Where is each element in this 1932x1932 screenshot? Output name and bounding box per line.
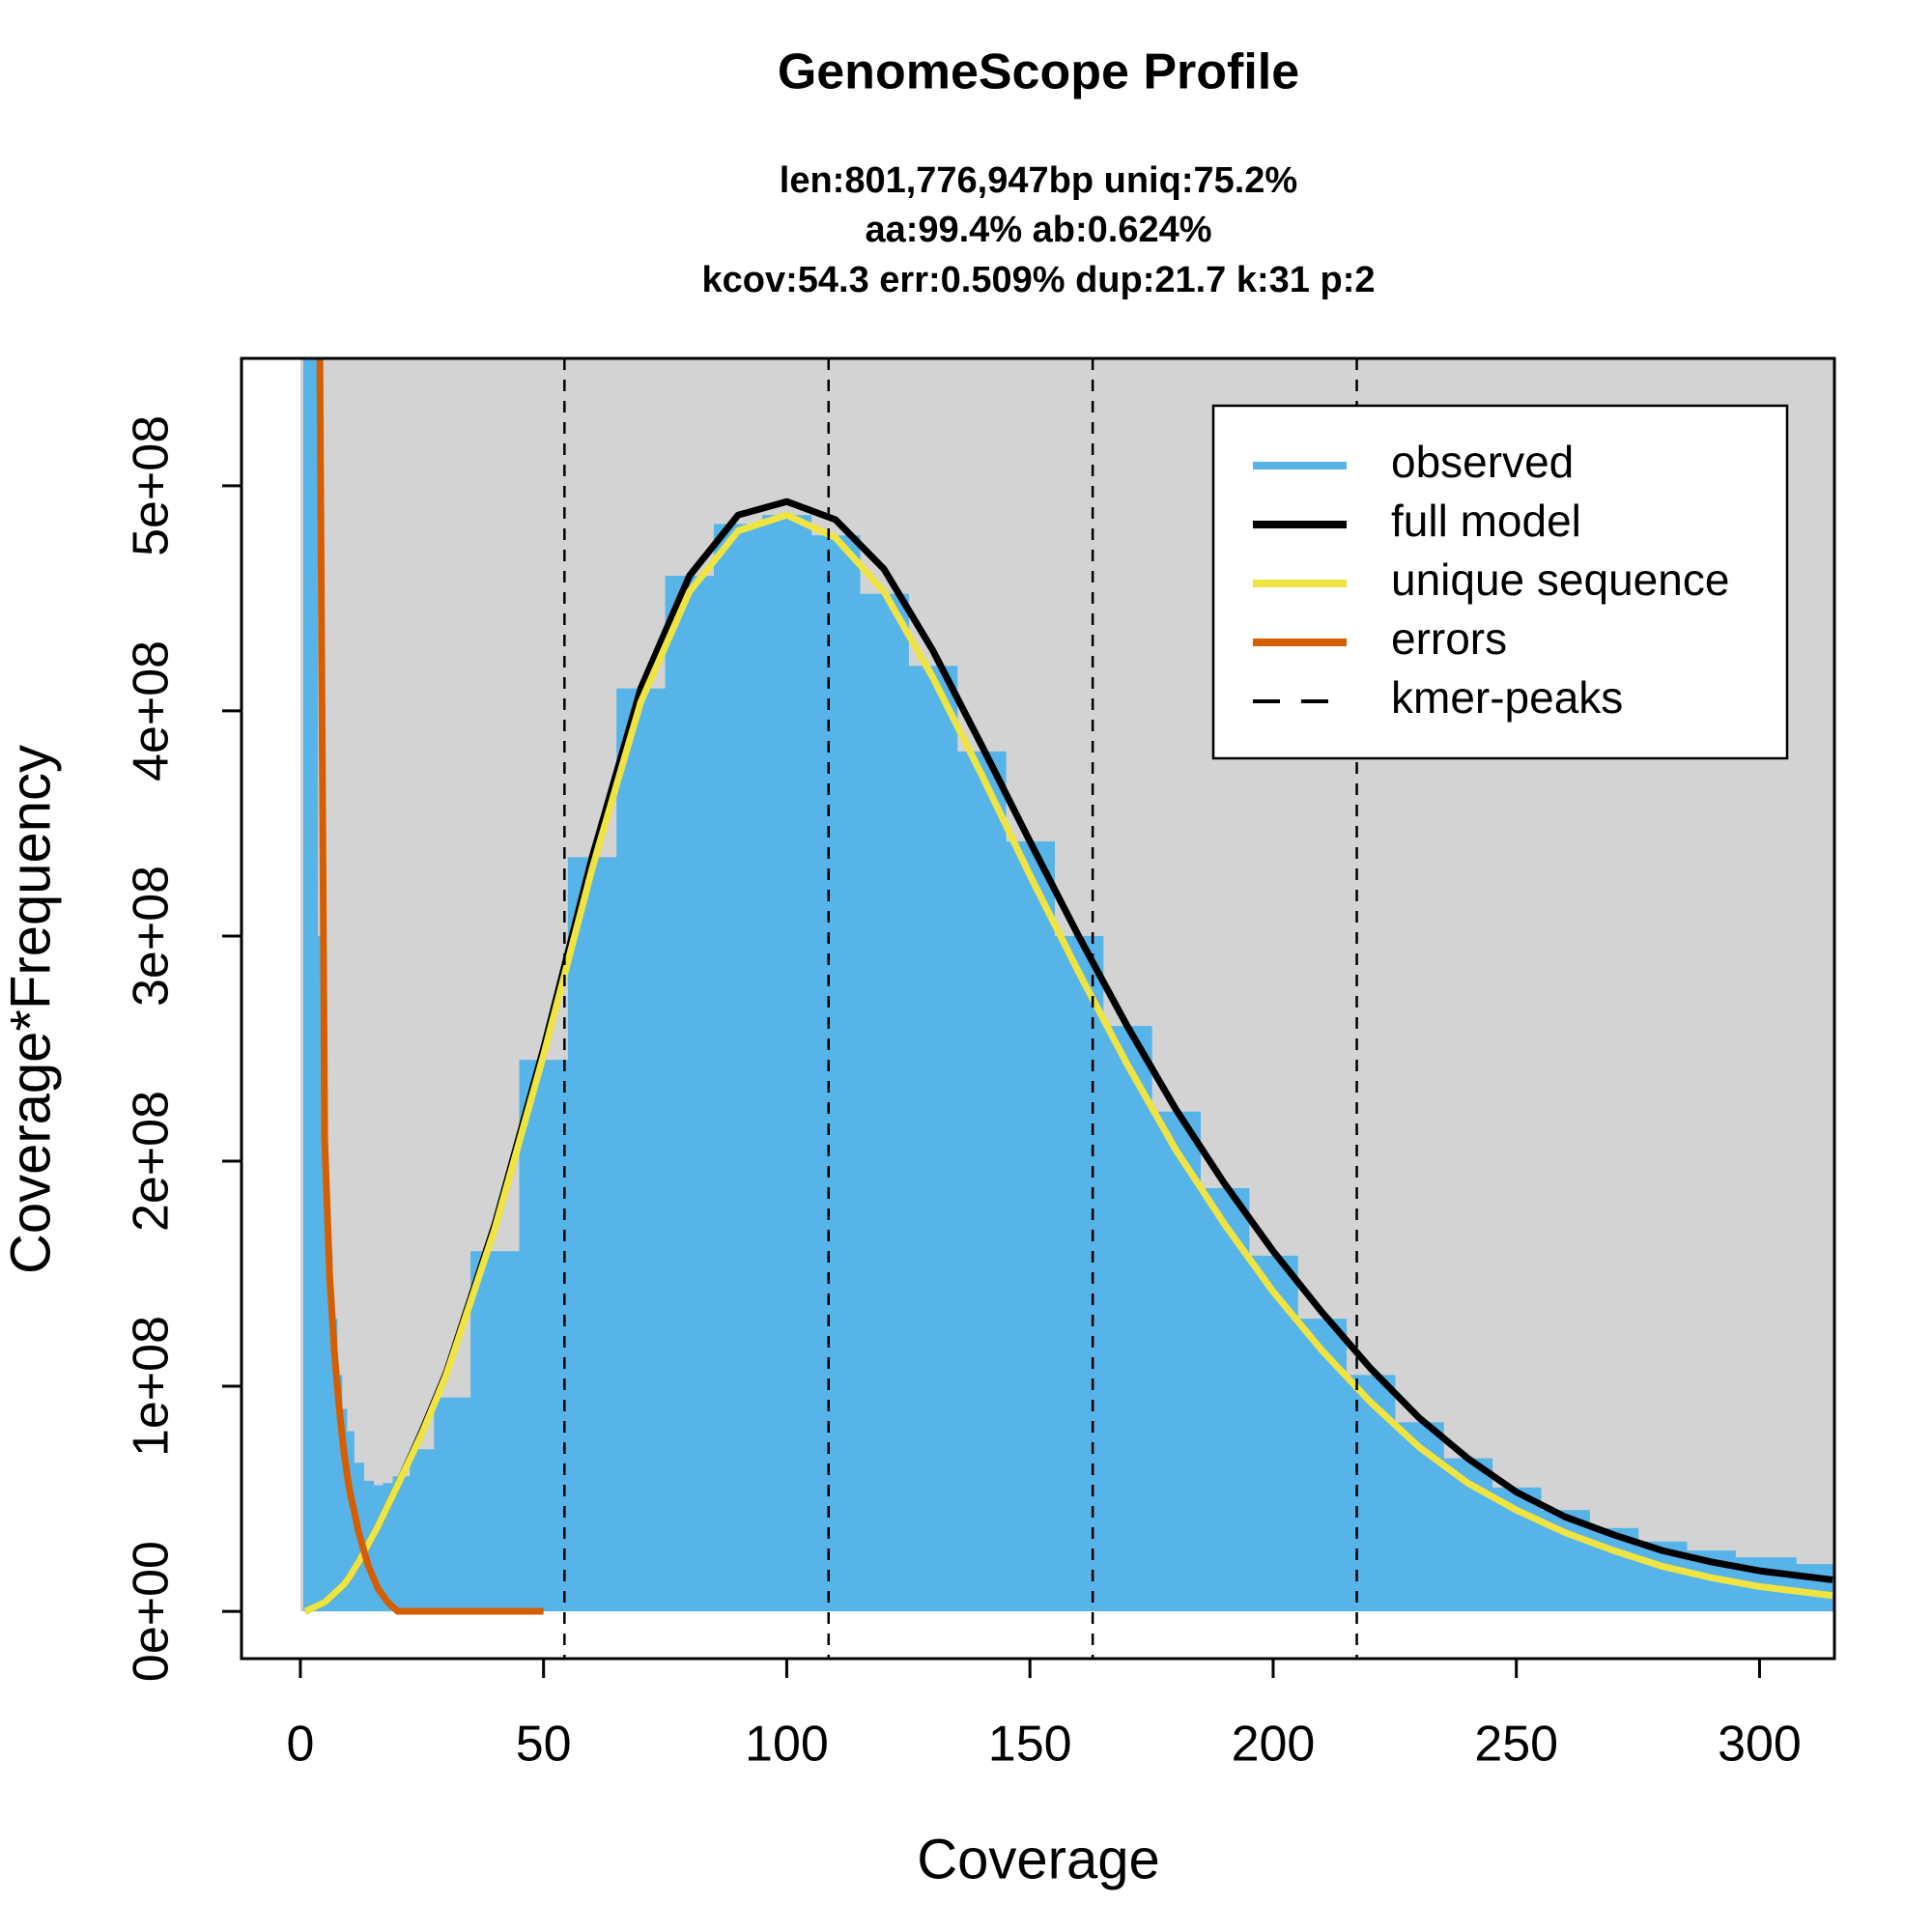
observed-bar bbox=[665, 576, 715, 1612]
observed-bar bbox=[956, 751, 1007, 1612]
observed-bar bbox=[567, 857, 617, 1612]
observed-bar bbox=[810, 535, 861, 1612]
legend-label: kmer-peaks bbox=[1391, 672, 1623, 723]
chart-title: GenomeScope Profile bbox=[778, 44, 1299, 100]
observed-bar bbox=[383, 1483, 394, 1612]
observed-bar bbox=[392, 1476, 411, 1612]
subtitle: len:801,776,947bp uniq:75.2% bbox=[780, 160, 1297, 201]
observed-bar bbox=[859, 593, 909, 1612]
observed-bar bbox=[1346, 1375, 1396, 1612]
observed-bar bbox=[336, 1375, 343, 1612]
legend: observed full model unique sequence errors k… bbox=[1211, 404, 1789, 760]
observed-bar bbox=[331, 1319, 338, 1612]
observed-bar bbox=[762, 515, 812, 1612]
legend-label: errors bbox=[1391, 613, 1507, 664]
observed-bar bbox=[317, 935, 324, 1612]
x-tick-label: 150 bbox=[988, 1717, 1072, 1773]
observed-bar bbox=[470, 1251, 521, 1612]
observed-bar bbox=[519, 1060, 569, 1612]
y-tick-label: 3e+08 bbox=[124, 866, 180, 1007]
y-tick-label: 5e+08 bbox=[124, 415, 180, 556]
legend-label: observed bbox=[1391, 437, 1574, 487]
observed-bar bbox=[1200, 1187, 1250, 1612]
x-tick-label: 50 bbox=[516, 1717, 572, 1773]
series-line bbox=[316, 358, 544, 1615]
observed-bar bbox=[302, 358, 309, 1612]
observed-bar bbox=[1151, 1111, 1202, 1612]
y-axis-label: Coverage*Frequency bbox=[0, 745, 62, 1274]
subtitle: aa:99.4% ab:0.624% bbox=[865, 210, 1211, 250]
observed-bar bbox=[1102, 1026, 1152, 1612]
observed-bar bbox=[1006, 841, 1055, 1612]
observed-bar bbox=[373, 1485, 384, 1612]
x-tick-label: 300 bbox=[1718, 1717, 1802, 1773]
x-tick-label: 200 bbox=[1232, 1717, 1316, 1773]
observed-bar bbox=[322, 1116, 328, 1612]
subtitle: kcov:54.3 err:0.509% dup:21.7 k:31 p:2 bbox=[701, 260, 1375, 300]
observed-bar bbox=[312, 358, 319, 1612]
y-tick-label: 0e+00 bbox=[124, 1541, 180, 1682]
observed-bar bbox=[616, 688, 667, 1612]
observed-bar bbox=[341, 1408, 348, 1612]
x-axis-label: Coverage bbox=[917, 1828, 1159, 1890]
legend-label: unique sequence bbox=[1391, 554, 1729, 605]
axes: 0 50 100 150 200 250 300 0e+00 1e+08 2e+08 3e+08 4e… bbox=[124, 356, 1836, 1773]
observed-bar bbox=[410, 1449, 435, 1612]
observed-bar bbox=[346, 1431, 355, 1612]
x-tick-label: 0 bbox=[286, 1717, 314, 1773]
observed-bar bbox=[434, 1397, 471, 1612]
series-line bbox=[303, 511, 1833, 1615]
observed-bar bbox=[713, 524, 763, 1612]
observed-bar bbox=[1394, 1422, 1444, 1612]
x-tick-label: 250 bbox=[1474, 1717, 1558, 1773]
x-tick-label: 100 bbox=[745, 1717, 829, 1773]
observed-bar bbox=[908, 666, 958, 1612]
observed-bar bbox=[1054, 935, 1104, 1612]
observed-bar bbox=[307, 358, 314, 1612]
y-tick-label: 1e+08 bbox=[124, 1316, 180, 1457]
legend-label: full model bbox=[1391, 496, 1581, 546]
observed-bar bbox=[327, 1251, 333, 1612]
y-tick-label: 4e+08 bbox=[124, 640, 180, 781]
observed-bar bbox=[1796, 1564, 1834, 1612]
observed-bar bbox=[1297, 1319, 1348, 1612]
observed-bar bbox=[1492, 1487, 1542, 1612]
y-tick-label: 2e+08 bbox=[124, 1091, 180, 1232]
